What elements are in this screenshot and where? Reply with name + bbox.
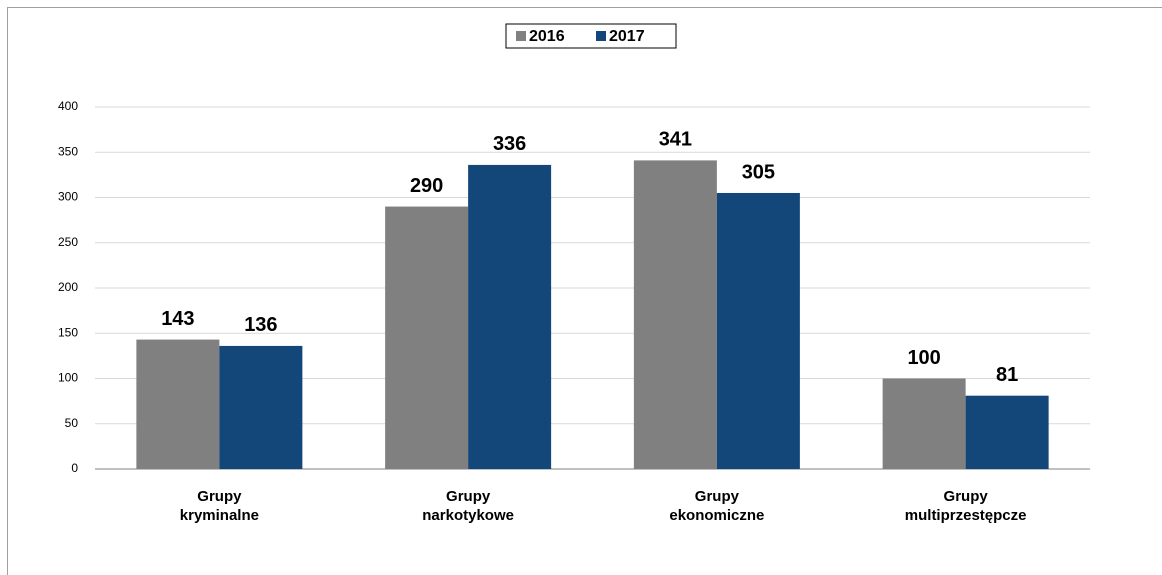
chart-border	[7, 7, 1162, 575]
bar	[633, 160, 717, 469]
bar	[965, 395, 1049, 469]
data-label: 341	[659, 129, 692, 151]
data-label: 305	[742, 161, 775, 183]
data-label: 143	[161, 308, 194, 330]
y-tick-label: 400	[58, 99, 78, 113]
y-tick-label: 200	[58, 280, 78, 294]
y-tick-label: 250	[58, 235, 78, 249]
bar	[136, 339, 220, 469]
x-tick-label: Grupy kryminalne	[179, 488, 259, 524]
y-tick-label: 150	[58, 325, 78, 339]
bar	[882, 378, 966, 469]
x-tick-label: Grupy narkotykowe	[422, 488, 514, 524]
y-tick-label: 350	[58, 144, 78, 158]
legend-label: 2017	[609, 28, 645, 45]
y-tick-label: 50	[65, 416, 79, 430]
legend-swatch	[596, 31, 606, 41]
data-label: 100	[907, 347, 940, 369]
bar	[385, 206, 469, 470]
data-label: 136	[244, 314, 277, 336]
legend-label: 2016	[529, 28, 565, 45]
x-tick-label: Grupy multiprzestępcze	[904, 488, 1027, 524]
legend-box	[505, 23, 677, 49]
bar	[219, 345, 303, 469]
y-tick-label: 0	[71, 461, 78, 475]
data-label: 336	[493, 133, 526, 155]
data-label: 290	[410, 175, 443, 197]
y-tick-label: 100	[58, 371, 78, 385]
bar	[468, 164, 552, 470]
data-label: 81	[996, 364, 1018, 386]
y-tick-label: 300	[58, 190, 78, 204]
bar	[716, 192, 800, 469]
x-tick-label: Grupy ekonomiczne	[669, 488, 765, 524]
legend-swatch	[516, 31, 526, 41]
